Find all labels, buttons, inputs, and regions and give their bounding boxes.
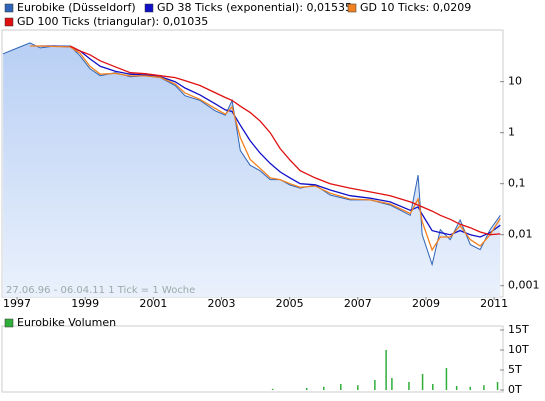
x-tick-label: 2011 [480,297,508,310]
legend-label: GD 38 Ticks (exponential): 0,01535 [157,1,352,14]
y-tick-label: 0T [508,383,522,396]
volume-bar [271,388,274,390]
y-tick-label: 15T [508,323,529,336]
volume-bar [391,378,393,390]
x-tick-label: 2007 [344,297,372,310]
series-line [30,45,501,252]
legend-label: GD 100 Ticks (triangular): 0,01035 [17,15,208,28]
volume-bar [483,385,485,390]
x-tick-label: 1999 [71,297,99,310]
volume-bar [322,386,325,390]
legend-label: Eurobike (Düsseldorf) [17,1,136,14]
volume-bar [357,385,359,390]
legend-swatch [144,3,154,13]
y-tick-label: 10 [508,75,522,88]
volume-bar [455,386,458,390]
volume-bar [432,384,434,390]
y-tick-label: 0,001 [508,279,540,292]
series-line [2,42,501,267]
y-tick-label: 0,01 [508,228,533,241]
x-tick-label: 2003 [208,297,236,310]
volume-panel [1,325,504,393]
annotation: 27.06.96 - 06.04.11 1 Tick = 1 Woche [6,285,195,296]
price-area [3,42,501,298]
volume-bar [496,382,499,390]
legend-swatch [4,3,14,13]
legend-swatch [4,318,14,328]
series-line [40,45,501,238]
y-tick-label: 5T [508,363,522,376]
series-line [69,45,501,236]
volume-bar [445,368,448,390]
x-tick-label: 2009 [412,297,440,310]
volume-bar [469,386,472,390]
legend-label: Eurobike Volumen [17,316,116,329]
x-tick-label: 2001 [139,297,167,310]
legend-swatch [347,3,357,13]
volume-bar [374,380,376,390]
y-tick-label: 0,1 [508,177,526,190]
volume-bar [421,374,424,390]
y-tick-label: 10T [508,343,529,356]
x-tick-label: 2005 [276,297,304,310]
volume-bar [340,384,342,390]
x-tick-label: 1997 [3,297,31,310]
volume-bar [408,382,410,390]
legend-label: GD 10 Ticks: 0,0209 [360,1,471,14]
y-tick-label: 1 [508,126,515,139]
legend-swatch [4,17,14,27]
volume-bar [385,350,387,390]
volume-bar [305,388,308,390]
